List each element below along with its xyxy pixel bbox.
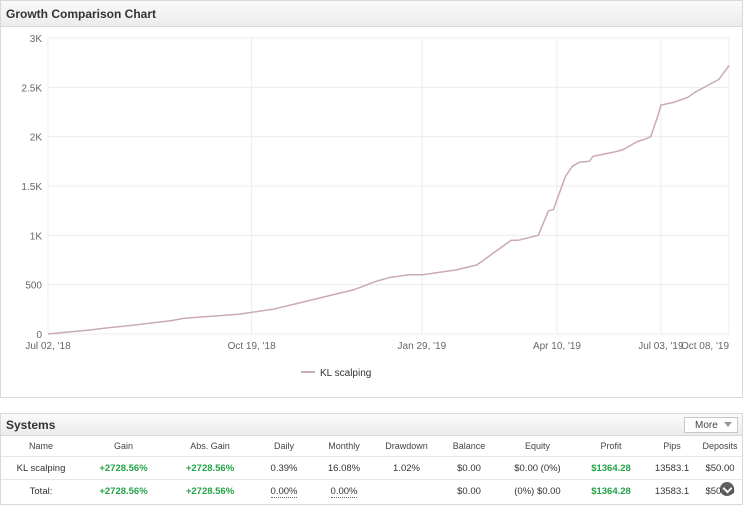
monthly-value: 16.08% (314, 456, 374, 480)
series-line-kl-scalping (47, 65, 730, 335)
x-tick-label: Jul 03, '19 (638, 341, 684, 352)
col-header: Name (28, 441, 53, 451)
col-header[interactable]: Profit (600, 441, 622, 451)
growth-chart-panel: Growth Comparison Chart 0 500 1K 1.5K 2K 2.5K… (0, 0, 743, 398)
col-header[interactable]: Gain (113, 441, 133, 451)
growth-chart: 0 500 1K 1.5K 2K 2.5K 3K Jul 02, '18 Oct 19, '18… (21, 34, 730, 379)
chevron-down-icon (724, 422, 732, 427)
x-tick-label: Oct 19, '18 (228, 341, 276, 352)
daily-value: 0.39% (254, 456, 314, 480)
chart-panel-title: Growth Comparison Chart (1, 1, 742, 27)
legend-label: KL scalping (320, 368, 371, 379)
y-tick-label: 2K (30, 133, 43, 144)
scroll-down-icon[interactable] (720, 482, 734, 496)
y-tick-label: 1.5K (21, 182, 42, 193)
total-drawdown (374, 479, 439, 502)
systems-title: Systems (6, 418, 56, 432)
total-gain: +2728.56% (81, 479, 166, 502)
pips-value: 13583.1 (646, 456, 698, 480)
col-header[interactable]: Deposits (702, 441, 738, 451)
x-tick-label: Apr 10, '19 (533, 341, 581, 352)
systems-panel: Systems More Name Gain Abs. Gain Daily M… (0, 413, 743, 505)
total-monthly: 0.00% (314, 479, 374, 502)
col-header[interactable]: Equity (524, 441, 550, 451)
table-row: KL scalping +2728.56% +2728.56% 0.39% 16… (1, 456, 742, 480)
balance-value: $0.00 (439, 456, 499, 480)
col-header[interactable]: Abs. Gain (190, 441, 230, 451)
total-daily: 0.00% (254, 479, 314, 502)
total-daily-value[interactable]: 0.00% (270, 485, 298, 498)
x-tick-label: Jan 29, '19 (398, 341, 447, 352)
profit-value: $1364.28 (576, 456, 646, 480)
col-header[interactable]: Daily (273, 441, 294, 451)
deposits-value: $50.00 (698, 456, 742, 480)
more-dropdown-button[interactable]: More (684, 417, 738, 433)
y-tick-label: 0 (36, 330, 42, 341)
y-tick-label: 2.5K (21, 83, 42, 94)
total-row: Total: +2728.56% +2728.56% 0.00% 0.00% $… (1, 479, 742, 502)
abs-gain-value: +2728.56% (166, 456, 254, 480)
col-header[interactable]: Pips (663, 441, 681, 451)
total-pips: 13583.1 (646, 479, 698, 502)
drawdown-value: 1.02% (374, 456, 439, 480)
col-header[interactable]: Balance (452, 441, 486, 451)
systems-table: Name Gain Abs. Gain Daily Monthly Drawdo… (1, 436, 742, 502)
systems-panel-header: Systems More (1, 414, 742, 436)
x-tick-label: Oct 08, '19 (681, 341, 729, 352)
col-header[interactable]: Monthly (328, 441, 360, 451)
total-equity: (0%) $0.00 (499, 479, 576, 502)
total-abs-gain: +2728.56% (166, 479, 254, 502)
system-name-link[interactable]: KL scalping (1, 456, 81, 480)
x-tick-label: Jul 02, '18 (25, 341, 71, 352)
total-label: Total: (1, 479, 81, 502)
total-monthly-value[interactable]: 0.00% (330, 485, 358, 498)
total-profit: $1364.28 (576, 479, 646, 502)
more-label: More (695, 420, 718, 431)
col-header[interactable]: Drawdown (385, 441, 428, 451)
y-tick-label: 3K (30, 34, 43, 45)
y-tick-label: 1K (30, 231, 43, 242)
total-balance: $0.00 (439, 479, 499, 502)
gain-value: +2728.56% (81, 456, 166, 480)
equity-value: $0.00 (0%) (499, 456, 576, 480)
y-tick-label: 500 (25, 281, 42, 292)
table-header-row: Name Gain Abs. Gain Daily Monthly Drawdo… (1, 436, 742, 457)
